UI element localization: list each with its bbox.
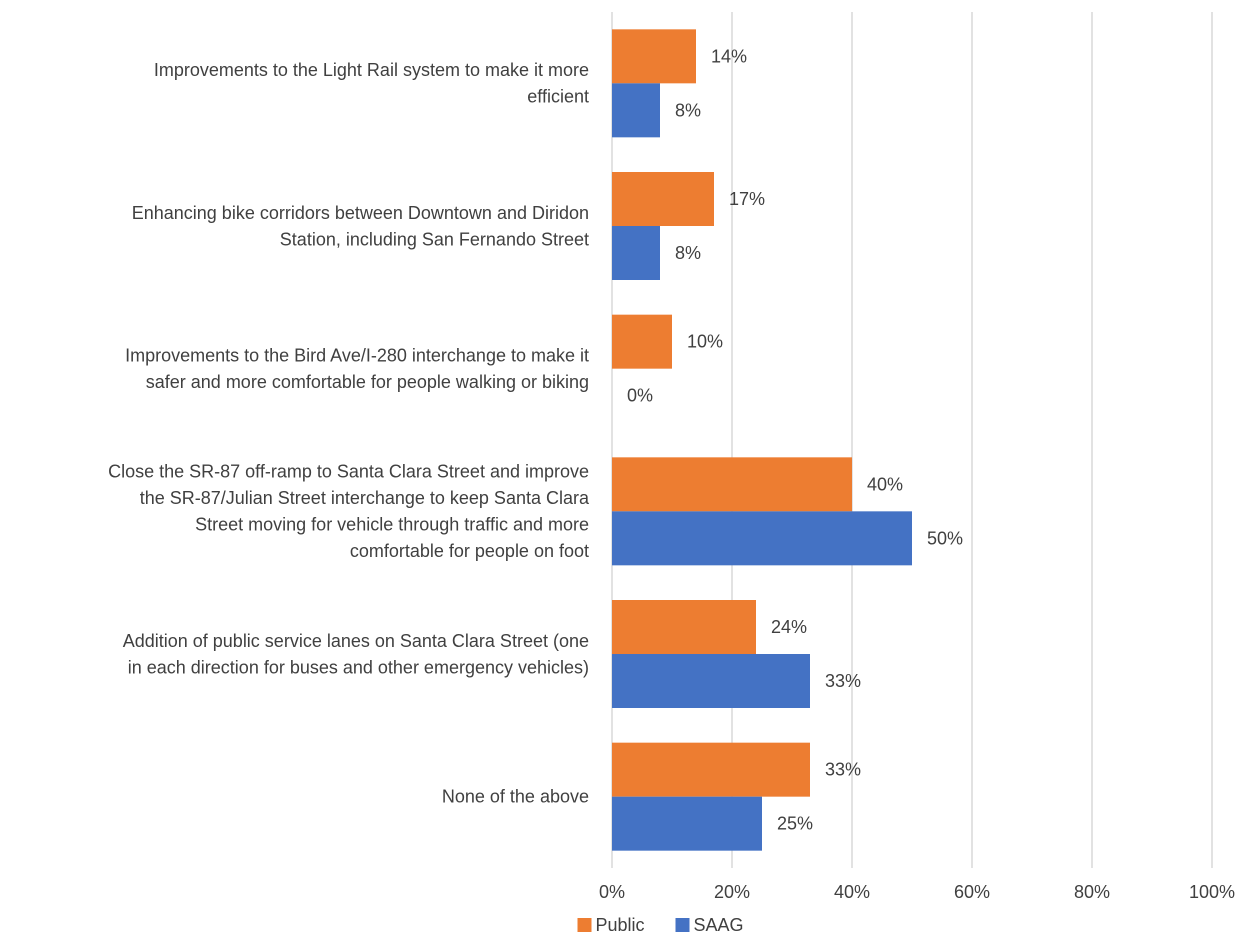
- category-label: Improvements to the Light Rail system to…: [154, 60, 589, 107]
- data-label-saag: 8%: [675, 243, 701, 263]
- bar-saag: [612, 226, 660, 280]
- gridlines: [611, 12, 1213, 868]
- category-label: Enhancing bike corridors between Downtow…: [132, 203, 589, 250]
- category-label: Close the SR-87 off-ramp to Santa Clara …: [108, 462, 590, 562]
- data-label-public: 14%: [711, 46, 747, 66]
- category-label-line: Enhancing bike corridors between Downtow…: [132, 203, 589, 223]
- bar-saag: [612, 83, 660, 138]
- data-label-saag: 0%: [627, 386, 653, 406]
- category-label-line: safer and more comfortable for people wa…: [146, 372, 589, 392]
- bar-public: [612, 742, 810, 797]
- x-axis-tick-labels: 0% 20% 40% 60% 80% 100%: [599, 882, 1235, 902]
- bars: [612, 29, 912, 851]
- bar-public: [612, 314, 672, 369]
- category-label: None of the above: [442, 787, 589, 807]
- x-tick-label: 40%: [834, 882, 870, 902]
- data-label-saag: 50%: [927, 528, 963, 548]
- data-label-public: 17%: [729, 189, 765, 209]
- data-label-public: 40%: [867, 474, 903, 494]
- category-label-line: None of the above: [442, 787, 589, 807]
- category-label-line: Improvements to the Bird Ave/I-280 inter…: [125, 345, 589, 365]
- category-label-line: in each direction for buses and other em…: [128, 657, 589, 677]
- category-label-line: Station, including San Fernando Street: [280, 229, 589, 249]
- data-label-public: 33%: [825, 760, 861, 780]
- data-label-saag: 25%: [777, 814, 813, 834]
- category-label: Addition of public service lanes on Sant…: [123, 631, 589, 678]
- category-label-line: Improvements to the Light Rail system to…: [154, 60, 589, 80]
- data-label-public: 24%: [771, 617, 807, 637]
- category-label-line: the SR-87/Julian Street interchange to k…: [140, 488, 590, 508]
- category-label: Improvements to the Bird Ave/I-280 inter…: [125, 345, 589, 392]
- bar-public: [612, 29, 696, 84]
- bar-saag: [612, 654, 810, 708]
- legend-label-saag: SAAG: [694, 915, 744, 935]
- legend-label-public: Public: [596, 915, 645, 935]
- bar-public: [612, 600, 756, 654]
- legend-swatch-public: [577, 918, 592, 932]
- legend: Public SAAG: [577, 915, 744, 935]
- legend-swatch-saag: [675, 918, 690, 932]
- data-label-public: 10%: [687, 332, 723, 352]
- category-label-line: Addition of public service lanes on Sant…: [123, 631, 589, 651]
- x-tick-label: 0%: [599, 882, 625, 902]
- category-label-line: comfortable for people on foot: [350, 541, 589, 561]
- category-label-line: Close the SR-87 off-ramp to Santa Clara …: [108, 462, 589, 482]
- data-label-saag: 8%: [675, 100, 701, 120]
- bar-saag: [612, 796, 762, 851]
- x-tick-label: 20%: [714, 882, 750, 902]
- bar-public: [612, 172, 714, 226]
- data-labels: 14% 8% 17% 8% 10% 0% 40% 50% 24% 33% 33% 25%: [627, 46, 963, 833]
- x-tick-label: 100%: [1189, 882, 1235, 902]
- data-label-saag: 33%: [825, 671, 861, 691]
- x-tick-label: 60%: [954, 882, 990, 902]
- category-label-line: Street moving for vehicle through traffi…: [195, 515, 589, 535]
- x-tick-label: 80%: [1074, 882, 1110, 902]
- category-label-line: efficient: [527, 87, 589, 107]
- bar-public: [612, 457, 852, 512]
- bar-saag: [612, 511, 912, 566]
- category-labels: Improvements to the Light Rail system to…: [108, 60, 590, 807]
